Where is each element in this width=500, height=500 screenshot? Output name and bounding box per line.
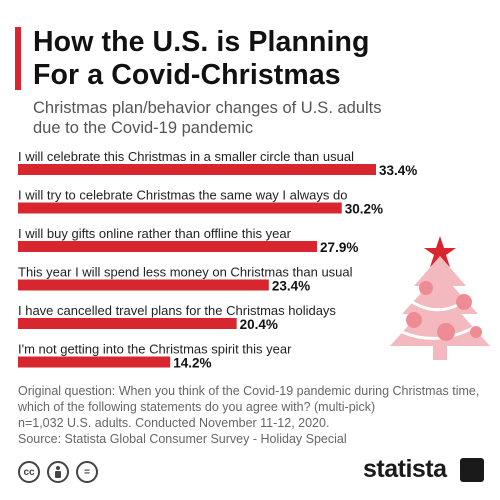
value-label: 27.9% — [320, 240, 358, 255]
chart-title: How the U.S. is Planning For a Covid-Chr… — [33, 26, 483, 92]
title-line-1: How the U.S. is Planning — [33, 26, 370, 58]
bar — [18, 241, 318, 252]
brand-mark-icon — [460, 458, 484, 482]
chart-subtitle: Christmas plan/behavior changes of U.S. … — [33, 98, 483, 138]
bar — [18, 356, 171, 368]
title-accent-bar — [15, 27, 21, 90]
subtitle-line-2: due to the Covid-19 pandemic — [33, 119, 254, 137]
footnote: Original question: When you think of the… — [18, 383, 488, 447]
footnote-line-3: n=1,032 U.S. adults. Conducted November … — [18, 416, 330, 430]
source-line: Source: Statista Global Consumer Survey … — [18, 432, 347, 446]
category-label: This year I will spend less money on Chr… — [18, 265, 353, 280]
bar — [18, 164, 376, 175]
bar-chart: I will celebrate this Christmas in a sma… — [18, 149, 417, 371]
value-label: 23.4% — [272, 279, 310, 294]
subtitle-line-1: Christmas plan/behavior changes of U.S. … — [33, 99, 382, 117]
creative-commons-icon[interactable]: cc — [18, 461, 40, 483]
bar — [18, 318, 237, 329]
attribution-icon[interactable] — [47, 461, 69, 483]
category-label: I will celebrate this Christmas in a sma… — [18, 149, 354, 164]
brand-logo[interactable]: statista — [363, 455, 447, 483]
title-line-2: For a Covid-Christmas — [33, 59, 341, 91]
bar — [18, 202, 342, 214]
bar — [18, 279, 269, 291]
category-label: I will try to celebrate Christmas the sa… — [18, 188, 347, 203]
value-label: 30.2% — [345, 202, 383, 217]
footnote-line-2: which of the following statements do you… — [18, 400, 376, 414]
license-icons: cc = — [18, 461, 98, 483]
category-label: I'm not getting into the Christmas spiri… — [18, 342, 292, 357]
category-label: I will buy gifts online rather than offl… — [18, 226, 292, 241]
christmas-tree-icon — [390, 236, 490, 360]
footnote-line-1: Original question: When you think of the… — [18, 384, 480, 398]
value-label: 33.4% — [379, 163, 417, 178]
value-label: 20.4% — [240, 317, 278, 332]
category-label: I have cancelled travel plans for the Ch… — [18, 303, 336, 318]
no-derivatives-icon[interactable]: = — [76, 461, 98, 483]
value-label: 14.2% — [173, 356, 211, 371]
